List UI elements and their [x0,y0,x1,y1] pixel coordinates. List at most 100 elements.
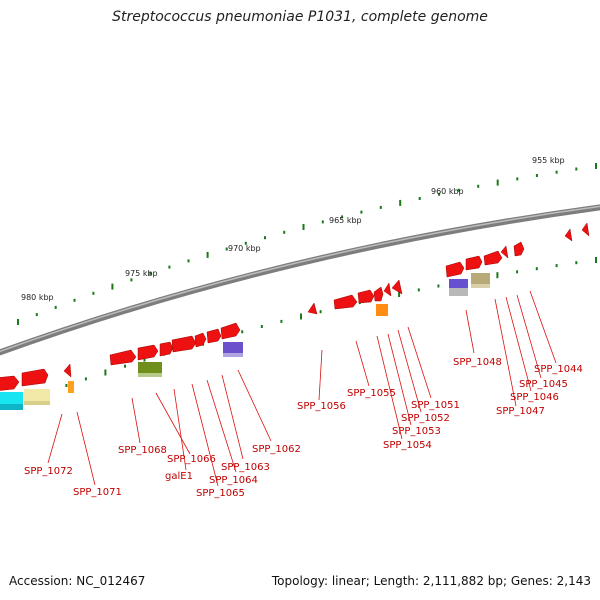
gene-arrow [159,341,174,357]
gene-arrow [483,250,503,266]
feature-blocks [0,273,490,410]
ruler-tick-major [206,251,209,258]
gene-label-spp-1056: SPP_1056 [297,401,346,412]
gene-arrow [383,282,392,297]
ruler-tick-minor [438,192,441,196]
ruler-ticks-outer [17,163,597,325]
ruler-tick-minor [143,358,146,362]
ruler-tick-major [496,272,499,279]
gene-arrow [465,255,483,271]
leader-line [318,349,323,401]
ruler-tick-minor [477,184,480,188]
gene-arrow [0,375,20,391]
feature-block [24,389,50,404]
ruler-tick-minor [84,377,87,381]
gene-label-spp-1065: SPP_1065 [196,488,245,499]
ruler-tick-minor [437,284,440,288]
ruler-ticks-inner [7,257,597,409]
gene-arrows [0,222,590,391]
gene-label-spp-1053: SPP_1053 [392,426,441,437]
feature-block [68,381,74,393]
gene-label-spp-1064: SPP_1064 [209,475,258,486]
leader-line [465,309,475,354]
ruler-tick-minor [516,177,519,181]
ruler-tick-minor [92,291,95,295]
ruler-tick-minor [575,261,578,265]
ruler-tick-minor [341,215,344,219]
gene-label-gale1: galE1 [165,471,193,482]
leader-line [221,374,244,460]
ruler-tick-major [399,199,402,206]
ruler-tick-minor [149,271,152,275]
leader-line [516,294,542,379]
ruler-tick-minor [418,197,421,200]
ruler-tick-minor [535,174,538,177]
ruler-tick-minor [516,270,519,274]
gene-arrow [63,363,72,378]
leader-line [376,335,403,440]
leader-line [355,340,370,387]
gene-arrow [445,261,465,278]
leader-line [505,296,532,392]
ruler-tick-minor [535,267,538,271]
gene-arrow [109,349,137,366]
ruler-tick-minor [457,188,460,192]
leader-line [206,379,237,473]
ruler-tick-minor [321,220,324,224]
gene-label-spp-1051: SPP_1051 [411,400,460,411]
ruler-tick-minor [35,313,38,317]
gene-arrow [513,241,525,257]
ruler-tick-minor [280,319,283,323]
gene-label-spp-1055: SPP_1055 [347,388,396,399]
gene-arrow [373,286,384,302]
ruler-label-970: 970 kbp [228,244,261,253]
feature-block [223,353,243,357]
genome-backbone [0,204,600,356]
ruler-label-960: 960 kbp [431,187,464,196]
feature-block [138,373,162,377]
gene-arrow [307,302,318,315]
leader-line [407,326,432,399]
ruler-tick-minor [244,241,247,245]
feature-block [0,404,23,410]
ruler-label-980: 980 kbp [21,293,54,302]
ruler-tick-minor [379,205,382,209]
gene-arrow [194,332,207,348]
ruler-tick-minor [360,210,363,214]
leader-line [494,298,517,407]
ruler-tick-major [17,319,19,325]
gene-label-spp-1047: SPP_1047 [496,406,545,417]
ruler-tick-major [398,291,401,297]
ruler-tick-minor [65,384,68,387]
ruler-tick-minor [54,305,57,309]
gene-label-spp-1066: SPP_1066 [167,454,216,465]
ruler-tick-minor [417,288,420,292]
feature-block [449,288,468,296]
gene-arrow [220,322,241,340]
gene-arrow [391,279,403,295]
gene-label-spp-1071: SPP_1071 [73,487,122,498]
ruler-label-965: 965 kbp [329,216,362,225]
leader-line [191,383,219,487]
gene-arrow [564,228,573,242]
leader-line [173,388,187,471]
leader-line [387,333,412,426]
gene-label-spp-1044: SPP_1044 [534,364,583,375]
ruler-tick-minor [168,265,171,269]
gene-arrow [137,344,159,361]
ruler-tick-major [595,163,597,169]
ruler-tick-minor [319,310,322,314]
gene-label-spp-1062: SPP_1062 [252,444,301,455]
feature-block [24,401,50,405]
ruler-tick-minor [575,167,578,171]
ruler-tick-minor [130,278,133,282]
genome-stats-text: Topology: linear; Length: 2,111,882 bp; … [271,574,591,588]
leader-line [529,290,557,364]
ruler-tick-minor [241,330,244,334]
feature-block [449,279,468,289]
gene-label-spp-1045: SPP_1045 [519,379,568,390]
ruler-tick-minor [260,325,263,328]
accession-text: Accession: NC_012467 [9,574,146,588]
gene-label-spp-1068: SPP_1068 [118,445,167,456]
